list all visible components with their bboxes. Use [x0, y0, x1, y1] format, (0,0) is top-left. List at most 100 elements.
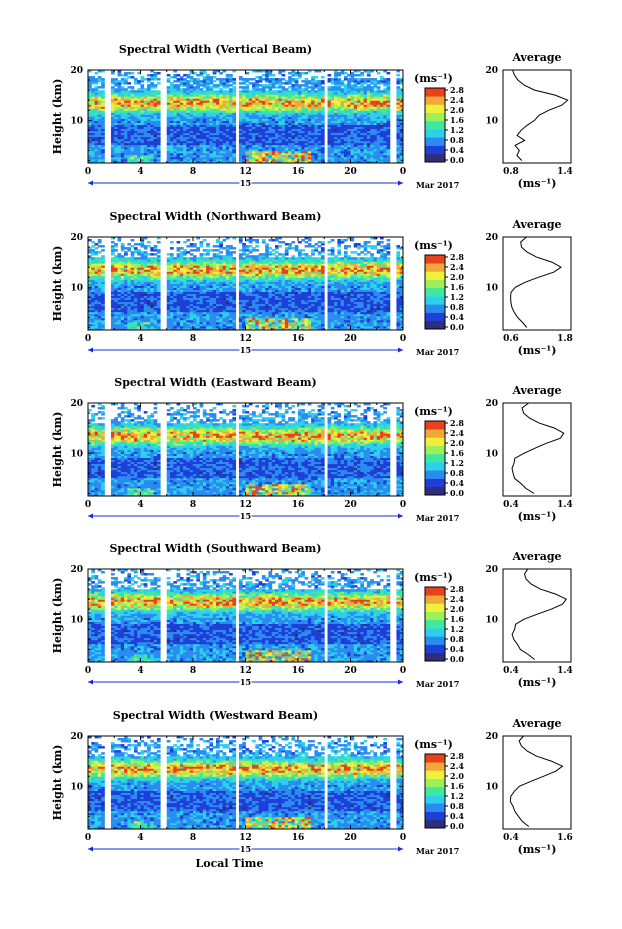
heatmap-cell — [150, 140, 155, 144]
heatmap-cell — [166, 317, 171, 321]
heatmap-cell — [150, 287, 155, 290]
heatmap-cell — [94, 122, 99, 125]
heatmap-cell — [232, 94, 237, 97]
heatmap-cell — [88, 142, 92, 146]
heatmap-cell — [117, 315, 122, 319]
heatmap-cell — [193, 108, 197, 111]
heatmap-cell — [383, 146, 387, 150]
heatmap-cell — [317, 142, 322, 146]
heatmap-cell — [212, 96, 217, 99]
heatmap-cell — [101, 287, 105, 290]
heatmap-cell — [88, 90, 92, 93]
heatmap-cell — [386, 138, 391, 142]
heatmap-cell — [133, 104, 138, 107]
heatmap-cell — [245, 122, 250, 125]
heatmap-cell — [91, 140, 95, 144]
heatmap-cell — [173, 313, 177, 317]
heatmap-cell — [215, 126, 220, 130]
heatmap-cell — [97, 241, 102, 244]
heatmap-cell — [317, 138, 322, 142]
heatmap-cell — [193, 152, 197, 156]
colorbar-swatch — [425, 104, 445, 113]
heatmap-cell — [176, 128, 181, 132]
heatmap-cell — [189, 118, 194, 121]
heatmap-cell — [380, 154, 384, 158]
heatmap-cell — [117, 114, 122, 117]
heatmap-cell — [219, 142, 223, 146]
heatmap-cell — [117, 134, 122, 138]
heatmap-cell — [170, 106, 174, 109]
heatmap-cell — [91, 122, 95, 125]
heatmap-cell — [97, 301, 102, 305]
heatmap-cell — [166, 90, 171, 93]
heatmap-cell — [117, 90, 122, 93]
heatmap-cell — [209, 152, 214, 156]
heatmap-cell — [291, 126, 296, 130]
heatmap-cell — [386, 72, 391, 75]
heatmap-cell — [219, 112, 223, 115]
heatmap-cell — [173, 299, 177, 303]
heatmap-cell — [343, 100, 348, 103]
heatmap-cell — [248, 92, 253, 95]
heatmap-cell — [268, 136, 273, 140]
heatmap-cell — [97, 92, 102, 95]
heatmap-cell — [298, 100, 302, 103]
heatmap-cell — [179, 112, 184, 115]
heatmap-cell — [317, 92, 322, 95]
heatmap-cell — [275, 110, 279, 113]
heatmap-cell — [88, 98, 92, 101]
heatmap-cell — [130, 98, 135, 101]
heatmap-cell — [252, 134, 256, 138]
heatmap-cell — [124, 90, 128, 93]
heatmap-cell — [150, 106, 155, 109]
heatmap-cell — [294, 142, 299, 146]
heatmap-cell — [383, 136, 387, 140]
heatmap-cell — [357, 92, 361, 95]
heatmap-cell — [101, 126, 105, 130]
heatmap-cell — [327, 100, 332, 103]
heatmap-cell — [124, 98, 128, 101]
heatmap-cell — [124, 120, 128, 123]
heatmap-cell — [143, 265, 148, 268]
heatmap-cell — [199, 110, 204, 113]
heatmap-cell — [330, 114, 335, 117]
heatmap-cell — [91, 90, 95, 93]
heatmap-cell — [373, 130, 378, 134]
heatmap-cell — [229, 110, 233, 113]
heatmap-cell — [110, 261, 115, 264]
heatmap-cell — [91, 321, 95, 325]
heatmap-cell — [101, 325, 105, 329]
heatmap-cell — [150, 293, 155, 297]
heatmap-cell — [242, 88, 246, 91]
heatmap-cell — [350, 108, 355, 111]
heatmap-cell — [183, 114, 187, 117]
heatmap-cell — [150, 82, 155, 85]
heatmap-cell — [170, 148, 174, 152]
heatmap-cell — [317, 98, 322, 101]
heatmap-cell — [147, 299, 151, 303]
heatmap-cell — [170, 128, 174, 132]
heatmap-cell — [170, 146, 174, 150]
heatmap-cell — [360, 130, 365, 134]
heatmap-cell — [271, 86, 276, 89]
heatmap-cell — [166, 116, 171, 119]
heatmap-cell — [278, 138, 282, 142]
heatmap-cell — [94, 106, 99, 109]
heatmap-cell — [399, 106, 404, 109]
heatmap-cell — [307, 156, 312, 160]
heatmap-cell — [376, 108, 381, 111]
heatmap-cell — [170, 277, 174, 280]
heatmap-cell — [114, 249, 118, 252]
heatmap-cell — [317, 156, 322, 160]
heatmap-cell — [110, 120, 115, 123]
heatmap-cell — [347, 82, 351, 85]
heatmap-cell — [173, 76, 177, 79]
heatmap-cell — [370, 90, 374, 93]
heatmap-cell — [258, 154, 263, 158]
heatmap-cell — [343, 126, 348, 130]
heatmap-cell — [330, 158, 335, 162]
heatmap-cell — [265, 102, 269, 105]
heatmap-cell — [143, 110, 148, 113]
heatmap-cell — [268, 104, 273, 107]
heatmap-cell — [153, 295, 158, 299]
